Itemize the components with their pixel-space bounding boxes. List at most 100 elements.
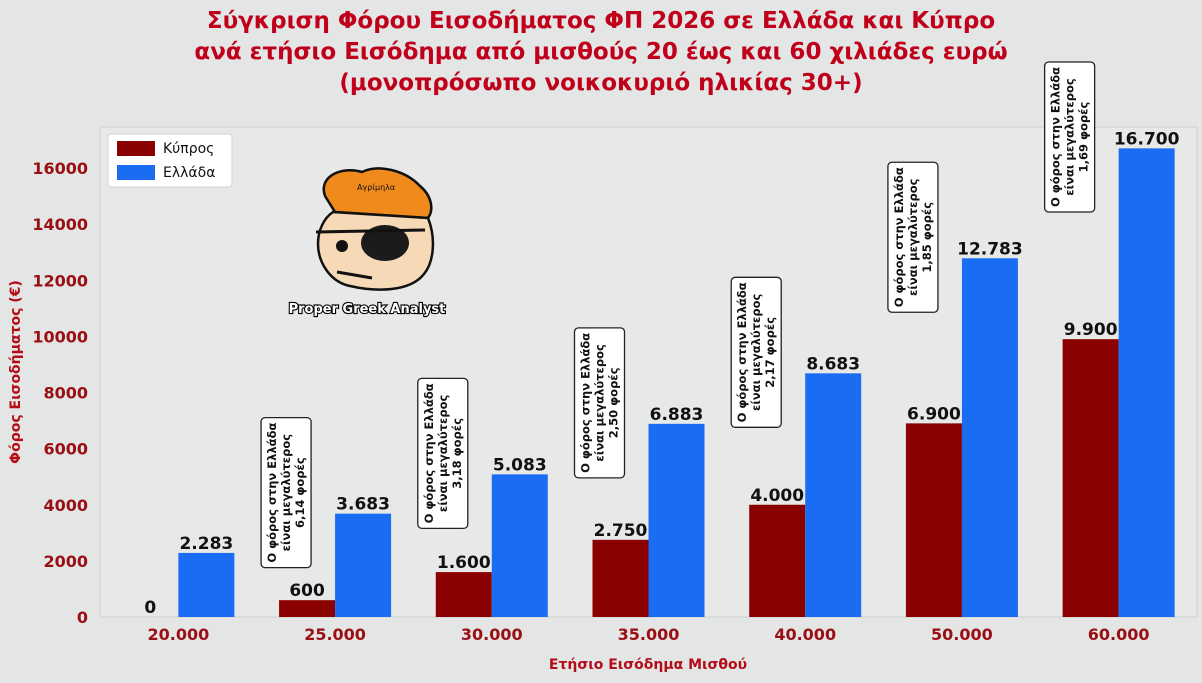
annotation-line: Ο φόρος στην Ελλάδα	[579, 333, 593, 473]
legend: Κύπρος Ελλάδα	[107, 133, 233, 188]
annotation-line: Ο φόρος στην Ελλάδα	[1049, 67, 1063, 207]
data-label-greece: 12.783	[957, 239, 1023, 259]
bar-greece	[1118, 148, 1175, 617]
mascot-mouth	[336, 270, 373, 280]
data-label-greece: 2.283	[179, 534, 233, 554]
annotation-line: Ο φόρος στην Ελλάδα	[265, 423, 279, 563]
mascot-hair	[322, 167, 433, 220]
annotation-frame	[573, 327, 626, 479]
data-label-greece: 16.700	[1114, 129, 1180, 149]
y-tick-label: 2000	[43, 552, 88, 571]
chart-title: Σύγκριση Φόρου Εισοδήματος ΦΠ 2026 σε Ελ…	[0, 6, 1202, 99]
annotation-frame	[1043, 61, 1096, 213]
annotation-text: Ο φόρος στην Ελλάδα είναι μεγαλύτερος 2,50…	[579, 333, 621, 473]
annotation-line: 1,69 φορές	[1077, 101, 1091, 172]
annotation-line: Ο φόρος στην Ελλάδα	[422, 383, 436, 523]
bar-cyprus	[592, 539, 649, 617]
bar-greece	[491, 474, 548, 617]
y-tick-label: 16000	[32, 159, 88, 178]
title-line-2: ανά ετήσιο Εισόδημα από μισθούς 20 έως κ…	[194, 39, 1008, 65]
legend-label-greece: Ελλάδα	[163, 165, 215, 181]
bar-cyprus	[435, 572, 492, 617]
x-tick-label: 60.000	[1088, 625, 1150, 644]
annotation-box: Ο φόρος στην Ελλάδα είναι μεγαλύτερος 6,14…	[260, 416, 312, 569]
x-tick-label: 40.000	[774, 625, 836, 644]
annotation-line: είναι μεγαλύτερος	[906, 178, 920, 296]
mascot-cap-text: Αγρίμηλα	[357, 183, 395, 192]
data-label-cyprus: 6.900	[907, 404, 961, 424]
x-tick-label: 25.000	[304, 625, 366, 644]
bar-greece	[335, 513, 392, 617]
data-label-cyprus: 4.000	[750, 486, 804, 506]
data-label-greece: 6.883	[650, 405, 704, 425]
legend-label-cyprus: Κύπρος	[163, 141, 214, 157]
annotation-line: 6,14 φορές	[293, 457, 307, 528]
data-label-cyprus: 2.750	[594, 521, 648, 541]
annotation-box: Ο φόρος στην Ελλάδα είναι μεγαλύτερος 3,18…	[417, 377, 469, 530]
annotation-line: 1,85 φορές	[920, 202, 934, 273]
annotation-line: είναι μεγαλύτερος	[749, 293, 763, 411]
annotation-line: Ο φόρος στην Ελλάδα	[735, 282, 749, 422]
annotation-frame	[260, 416, 312, 569]
mascot-patch-strap	[315, 228, 426, 234]
title-line-3: (μονοπρόσωπο νοικοκυριό ηλικίας 30+)	[339, 70, 863, 96]
bar-cyprus	[749, 504, 806, 617]
annotations: Ο φόρος στην Ελλάδα είναι μεγαλύτερος 6,14…	[260, 61, 1096, 569]
mascot-eye	[336, 240, 348, 252]
y-tick-label: 10000	[32, 327, 88, 346]
mascot-eyepatch	[361, 225, 409, 261]
bars	[178, 148, 1175, 617]
annotation-box: Ο φόρος στην Ελλάδα είναι μεγαλύτερος 1,85…	[887, 161, 939, 313]
title-line-1: Σύγκριση Φόρου Εισοδήματος ΦΠ 2026 σε Ελ…	[206, 8, 996, 34]
bar-cyprus	[905, 423, 962, 617]
y-tick-label: 12000	[32, 271, 88, 290]
bar-cyprus	[279, 600, 336, 617]
annotation-text: Ο φόρος στην Ελλάδα είναι μεγαλύτερος 1,85…	[892, 167, 934, 307]
annotation-line: είναι μεγαλύτερος	[1063, 78, 1077, 196]
data-label-cyprus: 0	[144, 598, 156, 618]
logo-mascot: Αγρίμηλα Proper Greek Analyst	[288, 167, 446, 318]
annotation-line: Ο φόρος στην Ελλάδα	[892, 167, 906, 307]
annotation-line: 2,50 φορές	[607, 367, 621, 438]
annotation-line: είναι μεγαλύτερος	[436, 394, 450, 512]
y-axis-label: Φόρος Εισοδήματος (€)	[8, 280, 24, 464]
annotation-box: Ο φόρος στην Ελλάδα είναι μεγαλύτερος 1,69…	[1043, 61, 1096, 213]
bar-greece	[805, 373, 862, 617]
data-label-greece: 3.683	[336, 495, 390, 515]
bar-greece	[961, 258, 1018, 617]
bar-greece	[178, 552, 235, 617]
annotation-line: είναι μεγαλύτερος	[593, 344, 607, 462]
annotation-text: Ο φόρος στην Ελλάδα είναι μεγαλύτερος 6,14…	[265, 423, 307, 563]
annotation-line: είναι μεγαλύτερος	[279, 434, 293, 552]
y-tick-label: 4000	[43, 496, 88, 515]
x-tick-label: 20.000	[147, 625, 209, 644]
data-label-greece: 5.083	[493, 455, 547, 475]
annotation-line: 3,18 φορές	[450, 418, 464, 489]
data-label-cyprus: 9.900	[1064, 320, 1118, 340]
annotation-box: Ο φόρος στην Ελλάδα είναι μεγαλύτερος 2,50…	[573, 327, 626, 479]
y-tick-label: 14000	[32, 215, 88, 234]
annotation-text: Ο φόρος στην Ελλάδα είναι μεγαλύτερος 3,18…	[422, 383, 464, 523]
legend-swatch-greece	[117, 165, 155, 180]
data-label-greece: 8.683	[806, 354, 860, 374]
bar-cyprus	[1062, 339, 1119, 617]
y-tick-label: 0	[77, 608, 88, 627]
y-tick-label: 6000	[43, 440, 88, 459]
y-tick-label: 8000	[43, 384, 88, 403]
annotation-text: Ο φόρος στην Ελλάδα είναι μεγαλύτερος 2,17…	[735, 282, 777, 422]
logo-caption: Proper Greek Analyst	[289, 302, 446, 317]
annotation-box: Ο φόρος στην Ελλάδα είναι μεγαλύτερος 2,17…	[730, 276, 782, 428]
x-axis-label: Ετήσιο Εισόδημα Μισθού	[549, 657, 747, 673]
data-label-cyprus: 1.600	[437, 553, 491, 573]
data-label-cyprus: 600	[289, 581, 325, 601]
annotation-frame	[887, 161, 939, 313]
x-tick-label: 50.000	[931, 625, 993, 644]
annotation-line: 2,17 φορές	[763, 317, 777, 388]
annotation-text: Ο φόρος στην Ελλάδα είναι μεγαλύτερος 1,69…	[1049, 67, 1091, 207]
legend-swatch-cyprus	[117, 141, 155, 156]
x-axis-ticks: 20.000 25.000 30.000 35.000 40.000 50.000 60.0…	[147, 625, 1149, 644]
annotation-frame	[417, 377, 469, 530]
bar-greece	[648, 423, 705, 617]
y-axis-ticks: 0 2000 4000 6000 8000 10000 12000 14000 16000	[32, 159, 88, 627]
